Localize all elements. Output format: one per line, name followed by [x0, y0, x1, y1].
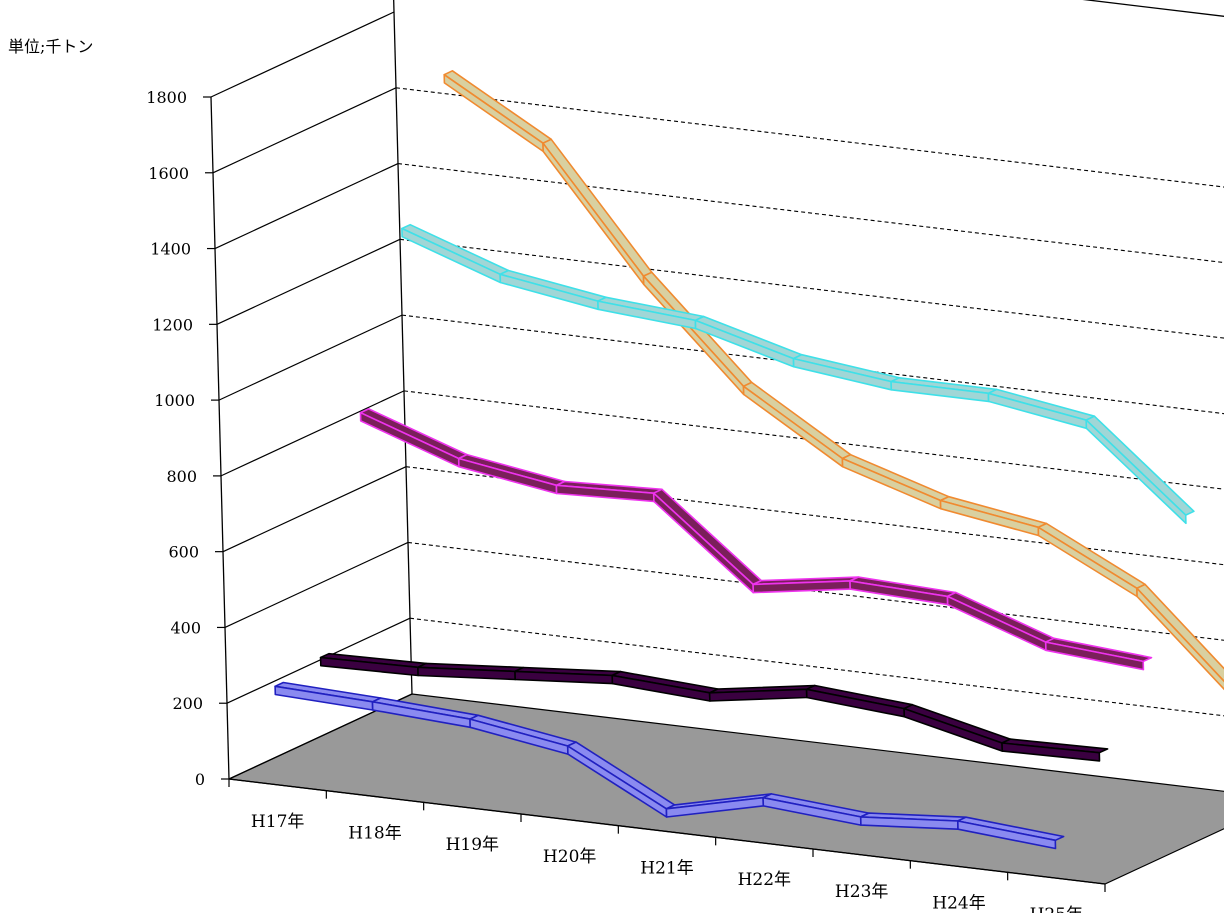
chart-wall-edge	[210, 96, 230, 780]
ribbon-segment-top	[903, 703, 1012, 744]
x-category-label: H21年	[640, 859, 693, 879]
y-tick-label: 400	[170, 618, 201, 637]
ribbon-segment-top	[359, 408, 468, 460]
x-category-label: H22年	[738, 870, 791, 890]
x-category-label: H20年	[543, 847, 596, 867]
ribbon-segment-front	[1001, 742, 1101, 762]
ribbon-segment-front	[841, 457, 942, 510]
back-wall-gridline	[403, 390, 1224, 490]
ribbon-segment-front	[542, 142, 645, 286]
series-1-ribbon	[443, 70, 1224, 691]
side-wall-gridline	[214, 163, 399, 250]
unit-label: 単位;千トン	[8, 37, 93, 56]
x-category-label: H25年	[1030, 905, 1083, 913]
y-tick-label: 1400	[150, 240, 191, 259]
y-tick-label: 1600	[148, 164, 189, 183]
x-category-label: H24年	[932, 894, 985, 913]
ribbon-segment-front	[956, 820, 1057, 850]
chart-floor	[226, 693, 1224, 885]
ribbon-segment-front	[1136, 587, 1224, 691]
y-tick-label: 200	[172, 694, 203, 713]
x-category-label: H19年	[446, 835, 499, 855]
side-wall-gridline	[222, 466, 407, 553]
ribbon-segment-top	[841, 453, 950, 502]
back-wall-gridline	[395, 87, 1224, 188]
ribbon-segment-top	[443, 70, 553, 144]
ribbon-segment-front	[1044, 641, 1145, 671]
side-wall-gridline	[226, 617, 411, 704]
series-4-ribbon	[319, 652, 1109, 762]
ribbon-segment-front	[1085, 419, 1187, 525]
series-3-ribbon	[359, 408, 1153, 671]
ribbon-segment-front	[359, 411, 460, 468]
y-tick-label: 1800	[146, 88, 187, 107]
ribbon-segment-front	[401, 227, 502, 284]
side-wall-gridline	[216, 238, 401, 325]
ribbon-segment-top	[401, 223, 510, 276]
chart-wall-edge	[228, 778, 1106, 885]
ribbon-segment-top	[742, 381, 852, 460]
ribbon-segment-top	[946, 591, 1055, 643]
x-category-label: H18年	[348, 824, 401, 844]
ribbon-segment-front	[903, 707, 1004, 752]
y-tick-label: 600	[168, 543, 199, 562]
side-wall-gridline	[220, 390, 405, 477]
series-5-ribbon	[274, 681, 1065, 850]
x-category-label: H23年	[835, 882, 888, 902]
ribbon-segment-front	[742, 385, 844, 468]
y-tick-label: 0	[195, 770, 205, 789]
side-wall-gridline	[218, 314, 403, 401]
back-wall-gridline	[407, 541, 1224, 641]
back-wall-gridline	[409, 617, 1224, 717]
ribbon-segment-front	[946, 595, 1047, 652]
series-2-ribbon	[401, 223, 1195, 525]
chart-wall-edge	[393, 0, 413, 695]
ribbon-segment-top	[652, 488, 763, 586]
chart-wall-edge	[1082, 0, 1224, 17]
y-tick-label: 1200	[152, 315, 193, 334]
y-tick-label: 800	[166, 467, 197, 486]
x-category-label: H17年	[251, 812, 304, 832]
y-tick-label: 1000	[154, 391, 195, 410]
ribbon-segment-front	[443, 73, 545, 153]
side-wall-gridline	[212, 87, 397, 174]
back-wall-gridline	[397, 163, 1224, 264]
ribbon-segment-top	[1037, 522, 1146, 590]
ribbon-segment-front	[1037, 526, 1138, 598]
side-wall-gridline	[210, 11, 395, 98]
back-wall-gridline	[399, 238, 1224, 339]
side-wall-gridline	[224, 541, 409, 628]
ribbon-segment-top	[1085, 415, 1195, 516]
ribbon-segment-top	[542, 138, 653, 277]
